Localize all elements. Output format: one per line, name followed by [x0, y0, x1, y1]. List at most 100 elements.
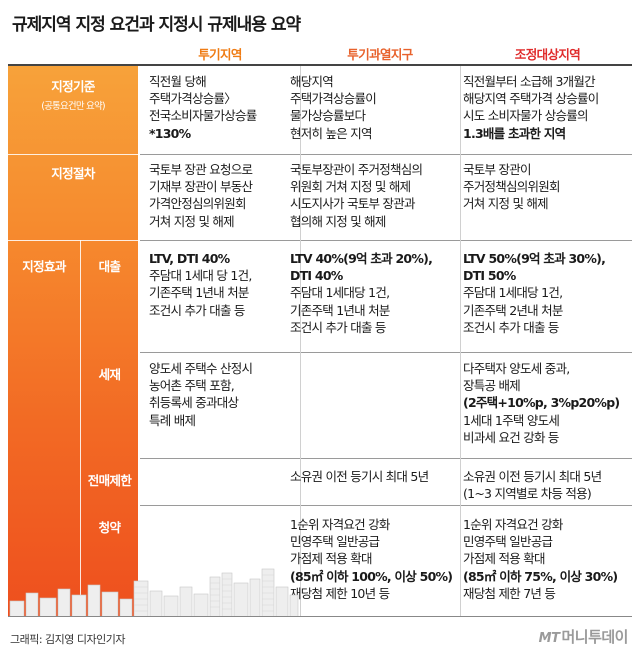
cell-line: (2주택+10%p, 3%p20%p)	[463, 395, 620, 411]
cell-line: 주택가격상승률이	[290, 91, 377, 107]
cell-line: 위원회 거쳐 지정 및 해제	[290, 179, 411, 195]
cell-line: 1순위 자격요건 강화	[290, 517, 390, 532]
cell-line: 취등록세 중과대상	[149, 395, 239, 411]
cell-line: 1순위 자격요건 강화	[463, 517, 563, 532]
cell-line: 주택가격상승률〉	[149, 91, 237, 107]
cell-line: 1세대 1주택 양도세	[463, 412, 560, 428]
cell-line: 가점제 적용 확대	[290, 551, 372, 567]
cell-line: 물가상승률보다	[290, 108, 366, 124]
cell-line: *130%	[149, 125, 191, 141]
logo-name: 머니투데이	[561, 628, 628, 646]
row-header-divider	[8, 154, 138, 155]
cell-line: 민영주택 일반공급	[290, 534, 380, 550]
row-label-criteria: 지정기준 (공통요건만 요약)	[8, 76, 138, 112]
cell-line: 협의해 지정 및 해제	[290, 213, 386, 229]
cell-line: 국토부 장관 요청으로	[149, 162, 253, 177]
cell-line: LTV, DTI 40%	[149, 251, 230, 266]
cell-line: 거쳐 지정 및 해제	[149, 213, 235, 229]
cell-line: 가격안정심의위원회	[149, 196, 247, 212]
cell-line: 다주택자 양도세 중과,	[463, 361, 570, 376]
table-top-rule	[8, 64, 632, 66]
cell-line: DTI 50%	[463, 268, 516, 284]
cell-line: 특례 배제	[149, 412, 196, 428]
row-label-tax: 세재	[98, 367, 121, 382]
graphic-credit: 그래픽: 김지영 디자인기자	[10, 633, 126, 646]
cell-line: 시도지사가 국토부 장관과	[290, 196, 415, 212]
cell-line: 기존주택 1년내 처분	[149, 285, 249, 301]
cell-resale-overheated: 소유권 이전 등기시 최대 5년	[290, 468, 429, 485]
cell-line: 조건시 추가 대출 등	[149, 302, 245, 318]
cell-line: 민영주택 일반공급	[463, 534, 553, 550]
row-label-loan: 대출	[98, 259, 121, 274]
cell-line: 조건시 추가 대출 등	[463, 319, 559, 335]
row-label-criteria-sub: (공통요건만 요약)	[41, 101, 105, 112]
cell-line: 해당지역	[290, 74, 334, 89]
cell-line: DTI 40%	[290, 268, 343, 284]
cell-line: (85㎡ 이하 75%, 이상 30%)	[463, 568, 618, 584]
cell-line: 주거정책심의위원회	[463, 179, 561, 195]
cell-line: 주담대 1세대당 1건,	[463, 285, 563, 301]
table-bottom-rule	[8, 616, 632, 617]
logo-mark: MT	[538, 631, 560, 646]
cell-tax-adjustment: 다주택자 양도세 중과, 장특공 배제 (2주택+10%p, 3%p20%p) …	[463, 360, 620, 446]
cell-line: 장특공 배제	[463, 378, 521, 394]
row-separator	[140, 505, 632, 506]
cell-line: 국토부장관이 주거정책심의	[290, 162, 423, 177]
row-label-subscription: 청약	[98, 520, 121, 535]
row-separator	[140, 352, 632, 353]
cell-line: 주담대 1세대 당 1건,	[149, 268, 252, 284]
cell-procedure-adjustment: 국토부 장관이 주거정책심의위원회 거쳐 지정 및 해제	[463, 161, 561, 213]
cell-line: 해당지역 주택가격 상승률이	[463, 91, 599, 107]
cell-line: 재당첨 제한 10년 등	[290, 585, 390, 601]
row-label-resale: 전매제한	[87, 473, 132, 488]
cell-line: (85㎡ 이하 100%, 이상 50%)	[290, 568, 453, 584]
cell-criteria-adjustment: 직전월부터 소급해 3개월간 해당지역 주택가격 상승률이 시도 소비자물가 상…	[463, 73, 599, 142]
cell-line: 직전월 당해	[149, 74, 207, 89]
cell-loan-overheated: LTV 40%(9억 초과 20%), DTI 40% 주담대 1세대당 1건,…	[290, 250, 433, 336]
cell-subscription-overheated: 1순위 자격요건 강화 민영주택 일반공급 가점제 적용 확대 (85㎡ 이하 …	[290, 516, 453, 602]
cell-resale-adjustment: 소유권 이전 등기시 최대 5년 (1~3 지역별로 차등 적용)	[463, 468, 602, 502]
cell-tax-speculation: 양도세 주택수 산정시 농어촌 주택 포함, 취등록세 중과대상 특례 배제	[149, 360, 253, 429]
cell-procedure-overheated: 국토부장관이 주거정책심의 위원회 거쳐 지정 및 해제 시도지사가 국토부 장…	[290, 161, 423, 230]
cell-line: 시도 소비자물가 상승률의	[463, 108, 588, 124]
cell-loan-speculation: LTV, DTI 40% 주담대 1세대 당 1건, 기존주택 1년내 처분 조…	[149, 250, 252, 319]
city-skyline-illustration	[9, 568, 299, 617]
cell-procedure-speculation: 국토부 장관 요청으로 기재부 장관이 부동산 가격안정심의위원회 거쳐 지정 …	[149, 161, 253, 230]
row-separator	[140, 240, 632, 241]
cell-line: 직전월부터 소급해 3개월간	[463, 74, 596, 89]
cell-line: 국토부 장관이	[463, 162, 531, 177]
cell-line: 양도세 주택수 산정시	[149, 361, 253, 376]
cell-line: 거쳐 지정 및 해제	[463, 196, 549, 212]
cell-line: 기존주택 1년내 처분	[290, 302, 390, 318]
cell-criteria-overheated: 해당지역 주택가격상승률이 물가상승률보다 현저히 높은 지역	[290, 73, 377, 142]
row-header-divider	[8, 240, 138, 241]
cell-line: 가점제 적용 확대	[463, 551, 545, 567]
cell-line: 비과세 요건 강화 등	[463, 429, 559, 445]
column-header-speculation-area: 투기지역	[198, 47, 242, 62]
cell-line: 소유권 이전 등기시 최대 5년	[463, 469, 602, 484]
column-separator	[460, 66, 461, 616]
cell-line: LTV 40%(9억 초과 20%),	[290, 251, 433, 266]
cell-line: LTV 50%(9억 초과 30%),	[463, 251, 606, 266]
cell-loan-adjustment: LTV 50%(9억 초과 30%), DTI 50% 주담대 1세대당 1건,…	[463, 250, 606, 336]
cell-line: 기존주택 2년내 처분	[463, 302, 563, 318]
row-label-effects: 지정효과	[22, 259, 66, 274]
row-separator	[140, 154, 632, 155]
cell-subscription-adjustment: 1순위 자격요건 강화 민영주택 일반공급 가점제 적용 확대 (85㎡ 이하 …	[463, 516, 618, 602]
row-label-procedure: 지정절차	[51, 166, 95, 181]
row-separator	[140, 458, 632, 459]
cell-line: (1~3 지역별로 차등 적용)	[463, 486, 592, 502]
cell-line: 조건시 추가 대출 등	[290, 319, 386, 335]
cell-line: 주담대 1세대당 1건,	[290, 285, 390, 301]
cell-criteria-speculation: 직전월 당해 주택가격상승률〉 전국소비자물가상승률 *130%	[149, 73, 257, 142]
row-label-criteria-text: 지정기준	[51, 79, 95, 94]
column-separator	[300, 66, 301, 616]
cell-line: 소유권 이전 등기시 최대 5년	[290, 469, 429, 484]
cell-line: 재당첨 제한 7년 등	[463, 585, 556, 601]
row-header-vertical-divider	[80, 240, 81, 616]
cell-line: 전국소비자물가상승률	[149, 108, 257, 124]
row-header-bar	[8, 66, 138, 616]
column-header-adjustment-area: 조정대상지역	[514, 47, 581, 62]
column-header-overheated-district: 투기과열지구	[347, 47, 413, 62]
publisher-logo: MT 머니투데이	[538, 626, 629, 647]
